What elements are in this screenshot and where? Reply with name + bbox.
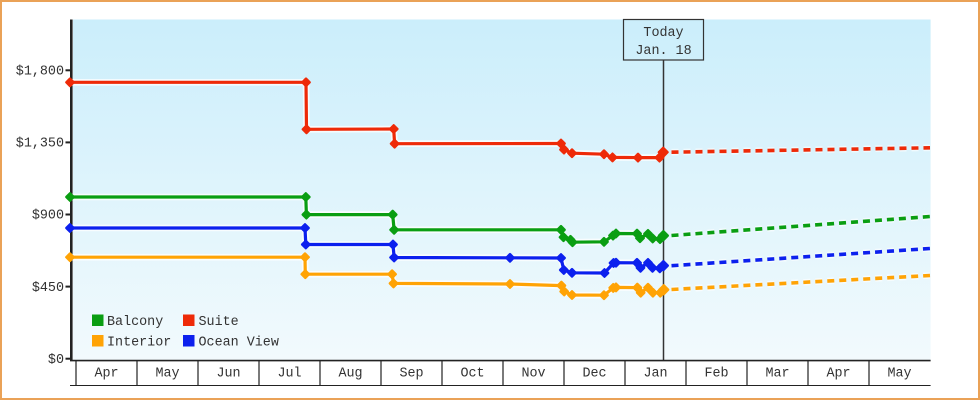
svg-text:Dec: Dec — [582, 367, 606, 382]
svg-text:Balcony: Balcony — [107, 315, 163, 330]
svg-text:$1,350: $1,350 — [16, 137, 64, 152]
svg-text:Apr: Apr — [826, 367, 850, 382]
svg-text:Mar: Mar — [765, 367, 789, 382]
svg-text:Feb: Feb — [704, 367, 728, 382]
svg-text:Jan: Jan — [643, 367, 667, 382]
svg-text:Sep: Sep — [399, 367, 423, 382]
svg-text:Jun: Jun — [216, 367, 240, 382]
svg-text:Nov: Nov — [521, 367, 545, 382]
svg-text:Today: Today — [643, 26, 683, 41]
svg-text:$1,800: $1,800 — [16, 65, 64, 80]
svg-text:Interior: Interior — [107, 336, 171, 351]
svg-text:May: May — [887, 367, 911, 382]
svg-text:$0: $0 — [48, 353, 64, 368]
svg-text:$450: $450 — [32, 281, 64, 296]
svg-text:Oct: Oct — [460, 367, 484, 382]
svg-text:Apr: Apr — [94, 367, 118, 382]
svg-text:Aug: Aug — [338, 367, 362, 382]
svg-text:$900: $900 — [32, 209, 64, 224]
svg-text:Ocean View: Ocean View — [199, 336, 279, 351]
svg-text:Jul: Jul — [277, 367, 301, 382]
svg-text:Jan. 18: Jan. 18 — [635, 44, 691, 59]
svg-text:Suite: Suite — [199, 315, 239, 330]
svg-text:May: May — [155, 367, 179, 382]
